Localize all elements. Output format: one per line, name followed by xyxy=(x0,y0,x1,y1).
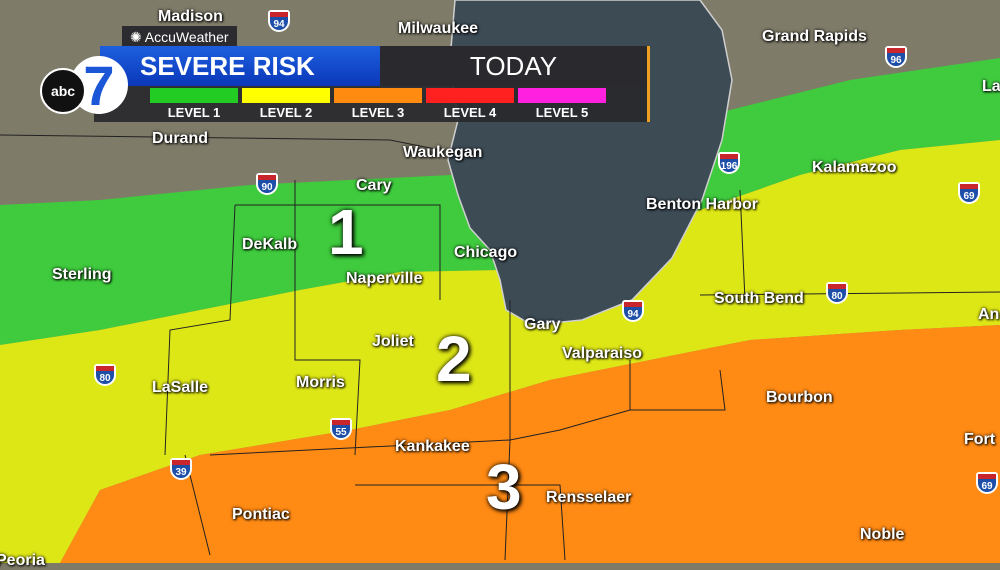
city-label: Waukegan xyxy=(403,144,483,161)
interstate-shield: 69 xyxy=(958,182,980,204)
city-label: Cary xyxy=(356,177,392,194)
level-3-zone xyxy=(60,325,1000,563)
city-label: Valparaiso xyxy=(562,345,643,362)
interstate-shield: 94 xyxy=(622,300,644,322)
interstate-shield: 55 xyxy=(330,418,352,440)
city-label: Morris xyxy=(296,374,345,391)
city-label: Grand Rapids xyxy=(762,28,867,45)
interstate-shield: 196 xyxy=(718,152,740,174)
city-label: Noble xyxy=(860,526,905,543)
city-label: La xyxy=(982,78,1000,95)
interstate-shield: 80 xyxy=(94,364,116,386)
legend-level-3: LEVEL 3 xyxy=(334,88,422,120)
city-label: Madison xyxy=(158,8,223,25)
city-label: Gary xyxy=(524,316,561,333)
risk-level-2-label: 2 xyxy=(436,323,472,395)
legend-level-5: LEVEL 5 xyxy=(518,88,606,120)
city-label: Kalamazoo xyxy=(812,159,897,176)
accuweather-badge: ✺ AccuWeather xyxy=(122,26,237,48)
header-banner: ✺ AccuWeather SEVERE RISK TODAY LEVEL 1 L… xyxy=(40,22,652,124)
risk-level-1-label: 1 xyxy=(328,196,364,268)
interstate-shield: 94 xyxy=(268,10,290,32)
city-label: Benton Harbor xyxy=(646,196,758,213)
city-label: Peoria xyxy=(0,552,45,569)
interstate-shield: 90 xyxy=(256,173,278,195)
interstate-shield: 80 xyxy=(826,282,848,304)
risk-level-3-label: 3 xyxy=(486,451,522,523)
city-label: Chicago xyxy=(454,244,518,261)
interstate-shield: 39 xyxy=(170,458,192,480)
legend-level-4: LEVEL 4 xyxy=(426,88,514,120)
city-label: Bourbon xyxy=(766,389,833,406)
city-label: Naperville xyxy=(346,270,423,287)
interstate-shield: 96 xyxy=(885,46,907,68)
city-label: Kankakee xyxy=(395,438,470,455)
sun-icon: ✺ xyxy=(130,29,142,45)
interstate-shield: 69 xyxy=(976,472,998,494)
city-label: Joliet xyxy=(372,333,414,350)
city-label: An xyxy=(978,306,1000,323)
city-label: Sterling xyxy=(52,266,112,283)
city-label: LaSalle xyxy=(152,379,209,396)
city-label: Durand xyxy=(152,130,208,147)
page-title: SEVERE RISK xyxy=(100,46,380,86)
city-label: South Bend xyxy=(714,290,804,307)
city-label: DeKalb xyxy=(242,236,298,253)
city-label: Pontiac xyxy=(232,506,290,523)
city-label: Fort xyxy=(964,431,996,448)
risk-legend: LEVEL 1 LEVEL 2 LEVEL 3 LEVEL 4 LEVEL 5 xyxy=(94,86,650,122)
legend-level-2: LEVEL 2 xyxy=(242,88,330,120)
legend-level-1: LEVEL 1 xyxy=(150,88,238,120)
partner-name: AccuWeather xyxy=(144,29,229,45)
city-label: Milwaukee xyxy=(398,20,479,37)
county-borders xyxy=(0,134,1000,561)
forecast-period: TODAY xyxy=(380,46,650,86)
city-label: Rensselaer xyxy=(546,489,632,506)
level-2-zone xyxy=(0,140,1000,563)
abc7-logo: abc 7 xyxy=(40,40,130,120)
